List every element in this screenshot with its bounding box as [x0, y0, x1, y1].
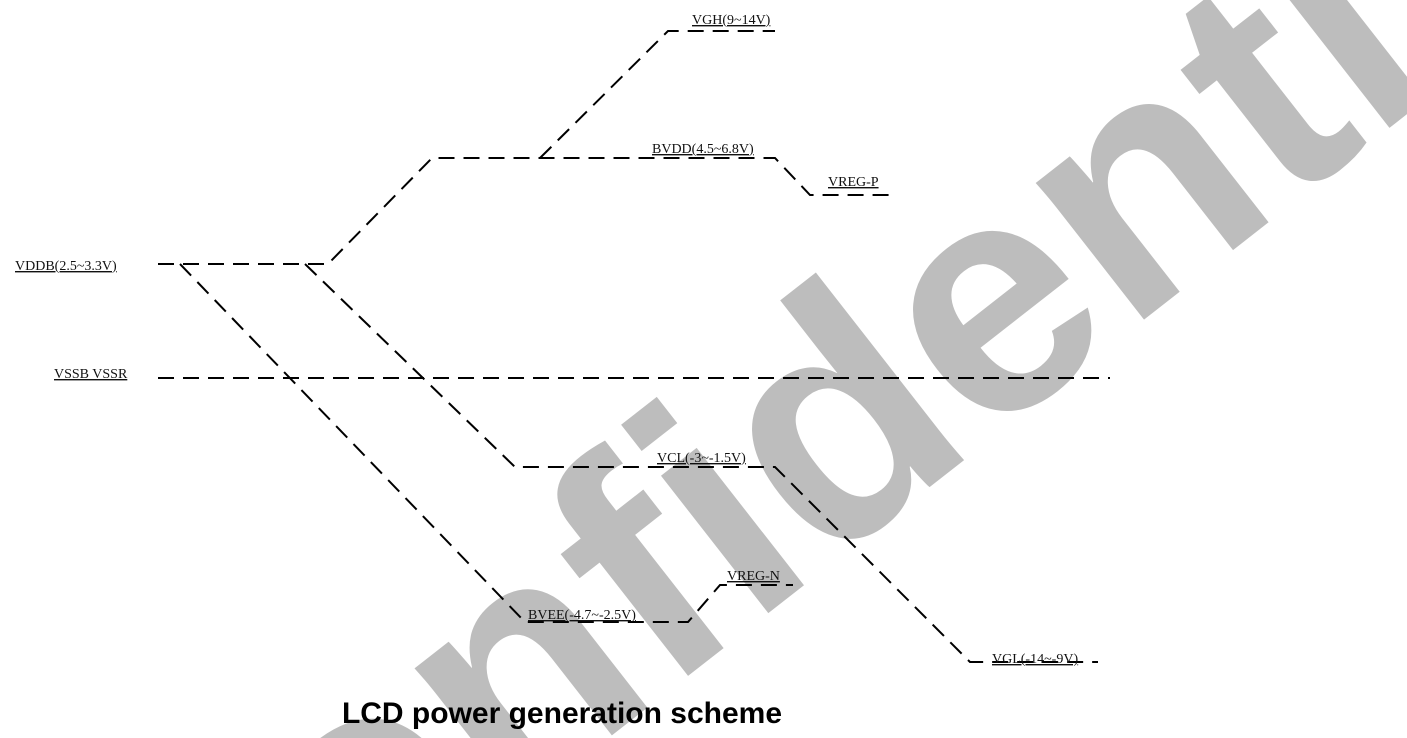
wire	[304, 263, 1098, 663]
wire	[179, 263, 793, 623]
node-label: VDDB(2.5~3.3V)	[15, 259, 117, 274]
node-label: BVEE(-4.7~-2.5V)	[528, 608, 636, 623]
wire	[158, 157, 895, 265]
node-label: VSSB VSSR	[54, 367, 128, 382]
wire	[539, 30, 775, 159]
node-label: VGH(9~14V)	[692, 13, 771, 28]
node-label: VGL(-14~-9V)	[992, 652, 1078, 667]
diagram-title: LCD power generation scheme	[342, 697, 782, 730]
node-label: VREG-N	[727, 569, 780, 584]
node-label: BVDD(4.5~6.8V)	[652, 142, 754, 157]
node-label: VREG-P	[828, 175, 879, 190]
node-label: VCL(-3~-1.5V)	[657, 451, 746, 466]
wires	[158, 30, 1110, 663]
